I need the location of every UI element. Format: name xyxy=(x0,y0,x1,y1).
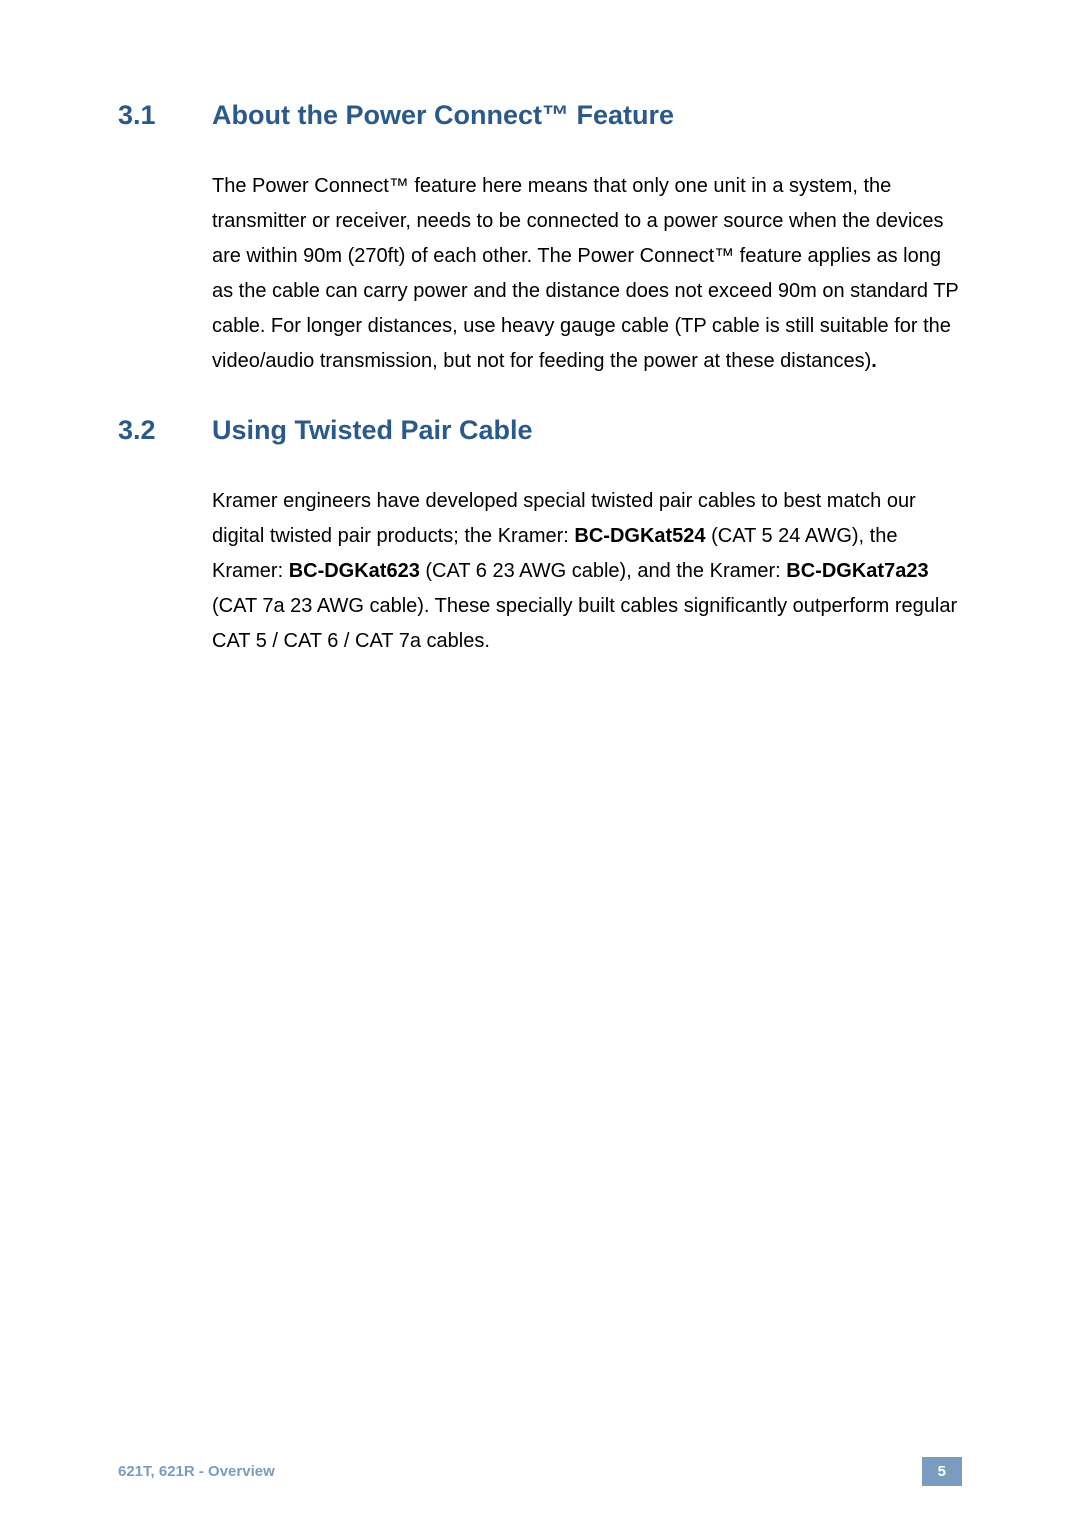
document-page: 3.1 About the Power Connect™ Feature The… xyxy=(0,0,1080,659)
section-title: About the Power Connect™ Feature xyxy=(212,100,674,131)
page-number: 5 xyxy=(922,1457,962,1486)
section-3-2: 3.2 Using Twisted Pair Cable Kramer engi… xyxy=(118,415,962,659)
section-number: 3.2 xyxy=(118,415,212,446)
section-title: Using Twisted Pair Cable xyxy=(212,415,533,446)
section-3-1: 3.1 About the Power Connect™ Feature The… xyxy=(118,100,962,379)
section-heading: 3.1 About the Power Connect™ Feature xyxy=(118,100,962,131)
section-heading: 3.2 Using Twisted Pair Cable xyxy=(118,415,962,446)
page-footer: 621T, 621R - Overview 5 xyxy=(118,1457,962,1486)
section-body: The Power Connect™ feature here means th… xyxy=(212,169,962,379)
section-number: 3.1 xyxy=(118,100,212,131)
footer-document-title: 621T, 621R - Overview xyxy=(118,1463,275,1480)
section-body: Kramer engineers have developed special … xyxy=(212,484,962,659)
